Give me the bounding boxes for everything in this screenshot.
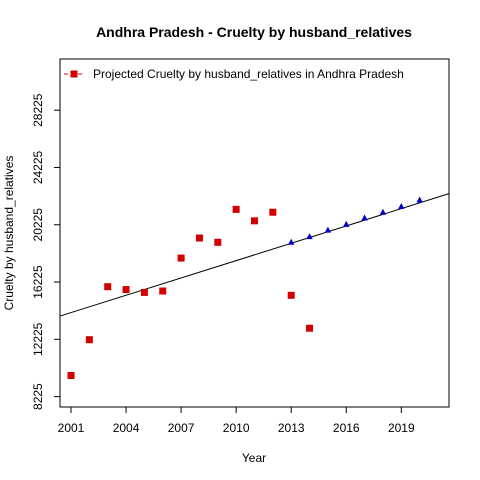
actual-point [104,283,112,291]
y-tick-label: 12225 [31,322,45,356]
actual-point [306,324,314,332]
actual-point [232,205,240,213]
actual-point [214,238,222,246]
actual-point [122,286,130,294]
y-tick-label: 8225 [31,383,45,410]
x-axis: 2001 2004 2007 2010 2013 2016 2019 [58,407,415,435]
data-points [67,196,423,379]
actual-point [251,217,258,225]
projected-point [416,196,423,203]
actual-point [269,208,277,216]
actual-point [177,254,185,262]
legend-label: Projected Cruelty by husband_relatives i… [93,67,404,81]
x-tick-label: 2016 [333,421,360,435]
x-tick-label: 2004 [113,421,140,435]
actual-point [159,287,167,295]
projected-point [398,203,405,210]
chart-title: Andhra Pradesh - Cruelty by husband_rela… [96,24,412,40]
projected-point [306,233,313,240]
trend-line [59,193,450,317]
x-tick-label: 2001 [58,421,85,435]
y-tick-label: 16225 [31,265,45,299]
actual-point [67,371,75,379]
plot-area [59,58,450,408]
projected-point [361,214,368,221]
projected-point [324,226,332,233]
legend: Projected Cruelty by husband_relatives i… [64,67,404,81]
x-tick-label: 2007 [168,421,195,435]
trend-line-group [59,193,450,317]
y-tick-label: 24225 [31,150,45,184]
y-tick-label: 20225 [31,208,45,242]
y-axis-label: Cruelty by husband_relatives [2,156,16,311]
y-axis: 8225 12225 16225 20225 24225 28225 [31,93,60,410]
x-tick-label: 2013 [278,421,305,435]
y-tick-label: 28225 [31,93,45,127]
projected-point [287,238,295,245]
x-tick-label: 2010 [223,421,250,435]
actual-point [287,291,295,299]
x-tick-label: 2019 [388,421,415,435]
legend-marker-square [70,70,78,78]
actual-point [85,336,93,344]
projected-point [379,208,387,215]
actual-point [140,288,148,296]
x-axis-label: Year [242,451,266,465]
projected-point [343,220,350,227]
actual-point [195,234,203,242]
